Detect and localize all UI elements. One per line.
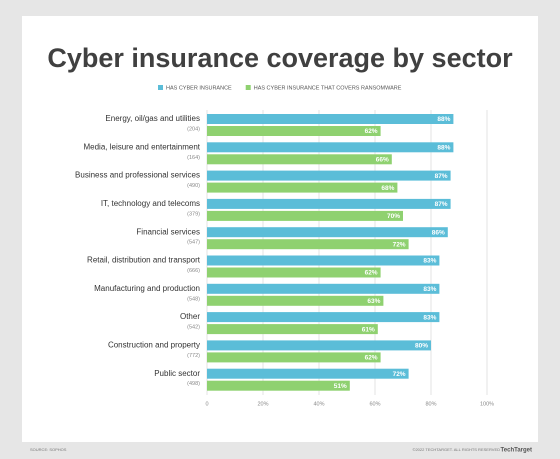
legend-swatch xyxy=(158,85,163,90)
category-count: (498) xyxy=(187,381,200,387)
category-count: (548) xyxy=(187,296,200,302)
bar xyxy=(207,295,384,306)
legend-label: HAS CYBER INSURANCE THAT COVERS RANSOMWA… xyxy=(254,85,402,91)
bar xyxy=(207,283,440,294)
value-label: 83% xyxy=(423,258,436,265)
category-count: (490) xyxy=(187,183,200,189)
value-label: 83% xyxy=(423,286,436,293)
value-label: 72% xyxy=(393,241,406,248)
value-label: 72% xyxy=(393,371,406,378)
chart-title: Cyber insurance coverage by sector xyxy=(47,43,513,73)
x-tick-label: 100% xyxy=(480,401,494,407)
bar xyxy=(207,368,409,379)
legend-label: HAS CYBER INSURANCE xyxy=(166,85,232,91)
value-label: 70% xyxy=(387,213,400,220)
bar xyxy=(207,239,409,250)
value-label: 83% xyxy=(423,314,436,321)
bar xyxy=(207,352,381,363)
value-label: 63% xyxy=(367,298,380,305)
brand: TechTarget xyxy=(501,448,532,454)
category-count: (204) xyxy=(187,126,200,132)
x-tick-label: 60% xyxy=(369,401,380,407)
value-label: 68% xyxy=(381,185,394,192)
value-label: 86% xyxy=(432,229,445,236)
category-label: Financial services xyxy=(136,227,200,236)
category-count: (772) xyxy=(187,353,200,359)
value-label: 88% xyxy=(437,145,450,152)
bar xyxy=(207,267,381,278)
value-label: 87% xyxy=(435,173,448,180)
bar xyxy=(207,182,398,193)
x-tick-label: 0 xyxy=(205,401,208,407)
x-tick-label: 80% xyxy=(425,401,436,407)
bar xyxy=(207,170,451,181)
bar xyxy=(207,114,454,124)
legend-swatch xyxy=(245,85,251,90)
category-label: Other xyxy=(180,312,200,321)
bar xyxy=(207,255,440,266)
category-count: (666) xyxy=(187,268,200,274)
bar xyxy=(207,210,403,221)
category-count: (542) xyxy=(187,325,200,331)
bar xyxy=(207,154,392,165)
x-tick-label: 40% xyxy=(313,401,324,407)
value-label: 61% xyxy=(362,326,375,333)
value-label: 88% xyxy=(437,116,450,123)
category-count: (379) xyxy=(187,211,200,217)
credit: ©2022 TECHTARGET. ALL RIGHTS RESERVED xyxy=(413,447,501,452)
value-label: 66% xyxy=(376,157,389,164)
value-label: 51% xyxy=(334,383,347,390)
category-label: Manufacturing and production xyxy=(94,284,200,293)
category-count: (164) xyxy=(187,155,200,161)
source: SOURCE: SOPHOS xyxy=(30,447,67,452)
bar xyxy=(207,324,378,335)
category-count: (547) xyxy=(187,240,200,246)
x-tick-label: 20% xyxy=(257,401,268,407)
bar xyxy=(207,340,431,351)
category-label: Media, leisure and entertainment xyxy=(83,142,200,151)
bar xyxy=(207,198,451,209)
bar xyxy=(207,142,454,153)
bar xyxy=(207,312,440,323)
bar xyxy=(207,227,448,238)
value-label: 87% xyxy=(435,201,448,208)
bar xyxy=(207,380,350,391)
category-label: Construction and property xyxy=(108,341,200,350)
bar xyxy=(207,126,381,136)
category-label: Business and professional services xyxy=(75,171,200,180)
value-label: 80% xyxy=(415,343,428,350)
value-label: 62% xyxy=(365,355,378,362)
value-label: 62% xyxy=(365,270,378,277)
category-label: Energy, oil/gas and utilities xyxy=(105,114,200,123)
value-label: 62% xyxy=(365,128,378,135)
category-label: IT, technology and telecoms xyxy=(101,199,200,208)
category-label: Public sector xyxy=(154,369,200,378)
category-label: Retail, distribution and transport xyxy=(87,256,201,265)
